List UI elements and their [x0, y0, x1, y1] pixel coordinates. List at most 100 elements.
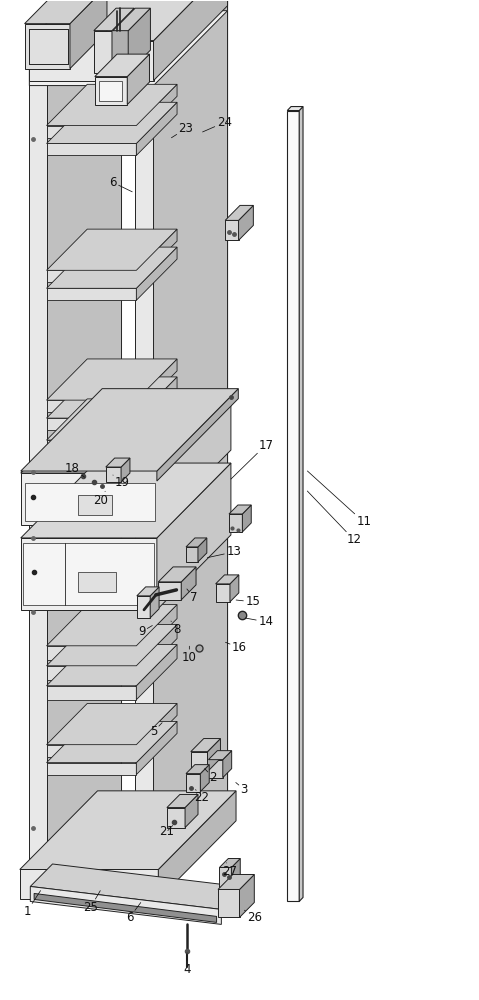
- Polygon shape: [24, 24, 70, 69]
- Polygon shape: [46, 745, 137, 757]
- Polygon shape: [218, 889, 240, 917]
- Polygon shape: [20, 791, 236, 869]
- Polygon shape: [158, 791, 236, 899]
- Polygon shape: [21, 473, 157, 525]
- Polygon shape: [137, 625, 177, 680]
- Polygon shape: [186, 774, 200, 792]
- Polygon shape: [287, 111, 299, 901]
- Polygon shape: [21, 389, 239, 471]
- Polygon shape: [46, 458, 137, 470]
- Text: 7: 7: [187, 589, 198, 604]
- Polygon shape: [95, 77, 127, 105]
- Polygon shape: [21, 538, 157, 610]
- Text: 24: 24: [203, 116, 232, 132]
- Text: 1: 1: [23, 891, 41, 918]
- Text: 5: 5: [150, 723, 162, 738]
- Polygon shape: [299, 107, 303, 901]
- Text: 2: 2: [205, 769, 217, 784]
- Polygon shape: [137, 359, 177, 412]
- Polygon shape: [46, 229, 177, 270]
- Text: 12: 12: [308, 491, 362, 546]
- Polygon shape: [223, 751, 232, 778]
- Polygon shape: [29, 0, 228, 86]
- Polygon shape: [230, 575, 239, 602]
- Polygon shape: [137, 399, 177, 452]
- Polygon shape: [29, 0, 228, 41]
- Polygon shape: [47, 0, 122, 899]
- Polygon shape: [137, 84, 177, 138]
- Polygon shape: [225, 220, 239, 240]
- Polygon shape: [30, 886, 221, 924]
- Polygon shape: [46, 270, 137, 282]
- Polygon shape: [225, 205, 253, 220]
- Polygon shape: [219, 867, 231, 887]
- Polygon shape: [240, 874, 254, 917]
- Polygon shape: [46, 666, 137, 680]
- Polygon shape: [46, 703, 177, 745]
- Text: 16: 16: [226, 641, 247, 654]
- Polygon shape: [157, 463, 231, 610]
- Polygon shape: [46, 646, 137, 660]
- Polygon shape: [46, 418, 137, 430]
- Polygon shape: [186, 547, 198, 562]
- Polygon shape: [137, 229, 177, 282]
- Text: 6: 6: [109, 176, 132, 192]
- Text: 19: 19: [113, 475, 130, 489]
- Polygon shape: [46, 377, 177, 418]
- Polygon shape: [191, 752, 207, 772]
- Polygon shape: [137, 605, 177, 660]
- Polygon shape: [231, 859, 240, 887]
- Polygon shape: [198, 538, 207, 562]
- Polygon shape: [112, 8, 134, 73]
- Polygon shape: [29, 71, 47, 899]
- Polygon shape: [137, 596, 150, 618]
- Polygon shape: [186, 538, 207, 547]
- Text: 15: 15: [236, 595, 260, 608]
- Polygon shape: [46, 247, 177, 288]
- Polygon shape: [167, 808, 185, 828]
- Polygon shape: [186, 765, 209, 774]
- Polygon shape: [136, 71, 154, 899]
- Polygon shape: [216, 575, 239, 584]
- Polygon shape: [70, 0, 107, 69]
- Text: 27: 27: [222, 863, 238, 878]
- Polygon shape: [20, 869, 158, 899]
- Polygon shape: [30, 864, 243, 909]
- Polygon shape: [46, 721, 177, 763]
- Text: 18: 18: [65, 462, 85, 477]
- Text: 20: 20: [93, 491, 108, 506]
- Text: 26: 26: [244, 910, 262, 924]
- Polygon shape: [154, 0, 228, 899]
- Polygon shape: [128, 8, 150, 73]
- Polygon shape: [46, 686, 137, 700]
- Polygon shape: [46, 126, 137, 138]
- Polygon shape: [242, 505, 251, 532]
- Polygon shape: [150, 587, 159, 618]
- Polygon shape: [137, 247, 177, 300]
- Text: 3: 3: [236, 782, 248, 796]
- Polygon shape: [229, 514, 242, 532]
- Polygon shape: [200, 765, 209, 792]
- Polygon shape: [137, 587, 159, 596]
- Polygon shape: [113, 31, 128, 73]
- Polygon shape: [94, 8, 134, 31]
- Polygon shape: [216, 584, 230, 602]
- Polygon shape: [229, 505, 251, 514]
- Polygon shape: [191, 739, 220, 752]
- Polygon shape: [219, 859, 240, 867]
- Polygon shape: [24, 483, 155, 521]
- Text: 4: 4: [183, 953, 191, 976]
- Polygon shape: [167, 794, 198, 808]
- Polygon shape: [46, 400, 137, 412]
- Polygon shape: [46, 645, 177, 686]
- Text: 22: 22: [194, 790, 209, 804]
- Polygon shape: [137, 645, 177, 700]
- Polygon shape: [287, 107, 303, 111]
- Polygon shape: [78, 495, 112, 515]
- Polygon shape: [208, 760, 223, 778]
- Polygon shape: [34, 893, 217, 922]
- Polygon shape: [157, 389, 239, 481]
- Polygon shape: [106, 458, 130, 467]
- Polygon shape: [46, 763, 137, 775]
- Polygon shape: [21, 471, 157, 481]
